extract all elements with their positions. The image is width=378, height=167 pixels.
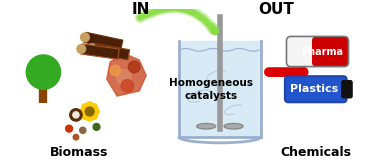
- Circle shape: [73, 134, 79, 140]
- FancyBboxPatch shape: [285, 76, 347, 102]
- Text: Homogeneous
catalysts: Homogeneous catalysts: [169, 78, 253, 101]
- Circle shape: [86, 114, 93, 121]
- Ellipse shape: [224, 123, 243, 129]
- Circle shape: [66, 125, 73, 132]
- Polygon shape: [91, 43, 130, 60]
- Circle shape: [80, 108, 87, 115]
- Text: Chemicals: Chemicals: [280, 146, 351, 159]
- Text: Biomass: Biomass: [50, 146, 108, 159]
- Circle shape: [93, 123, 100, 130]
- FancyBboxPatch shape: [312, 36, 349, 67]
- Circle shape: [73, 112, 79, 118]
- Circle shape: [86, 102, 93, 109]
- Circle shape: [82, 112, 89, 119]
- FancyArrowPatch shape: [140, 8, 214, 29]
- Circle shape: [121, 80, 133, 92]
- Polygon shape: [84, 32, 123, 50]
- FancyArrowPatch shape: [140, 8, 215, 31]
- Polygon shape: [81, 44, 119, 59]
- Circle shape: [70, 109, 82, 121]
- Circle shape: [91, 104, 98, 111]
- Ellipse shape: [197, 123, 215, 129]
- Text: Plastics: Plastics: [290, 84, 338, 94]
- Circle shape: [129, 61, 140, 73]
- Circle shape: [26, 55, 60, 89]
- Polygon shape: [179, 41, 261, 137]
- FancyBboxPatch shape: [287, 36, 323, 67]
- Text: IN: IN: [132, 2, 150, 17]
- FancyArrowPatch shape: [140, 8, 216, 32]
- Text: Pharma: Pharma: [302, 47, 344, 57]
- Text: OUT: OUT: [259, 2, 294, 17]
- FancyArrowPatch shape: [269, 71, 304, 73]
- Circle shape: [116, 70, 132, 85]
- Circle shape: [91, 112, 98, 119]
- Circle shape: [85, 107, 94, 116]
- Circle shape: [92, 108, 99, 115]
- Circle shape: [80, 127, 86, 133]
- Circle shape: [87, 44, 96, 53]
- Circle shape: [82, 104, 89, 111]
- Circle shape: [77, 45, 86, 53]
- Circle shape: [110, 65, 121, 75]
- Polygon shape: [107, 53, 146, 96]
- Circle shape: [81, 33, 89, 42]
- FancyBboxPatch shape: [342, 81, 352, 98]
